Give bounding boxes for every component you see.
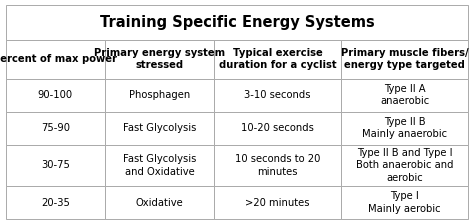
Bar	[341, 40, 468, 79]
Text: Fast Glycolysis
and Oxidative: Fast Glycolysis and Oxidative	[123, 154, 196, 177]
Text: Training Specific Energy Systems: Training Specific Energy Systems	[100, 15, 374, 30]
Bar	[341, 186, 468, 219]
Text: 3-10 seconds: 3-10 seconds	[244, 90, 311, 100]
Bar	[214, 40, 341, 79]
Bar	[105, 79, 214, 112]
Bar	[6, 79, 105, 112]
Bar	[214, 145, 341, 186]
Bar	[214, 79, 341, 112]
Text: >20 minutes: >20 minutes	[245, 198, 310, 208]
Text: Typical exercise
duration for a cyclist: Typical exercise duration for a cyclist	[219, 48, 336, 70]
Bar	[341, 112, 468, 145]
Bar	[6, 186, 105, 219]
Text: Fast Glycolysis: Fast Glycolysis	[123, 123, 196, 133]
Bar	[341, 79, 468, 112]
Bar	[105, 112, 214, 145]
Text: Primary muscle fibers/
energy type targeted: Primary muscle fibers/ energy type targe…	[341, 48, 468, 70]
Text: 90-100: 90-100	[38, 90, 73, 100]
Text: 75-90: 75-90	[41, 123, 70, 133]
Text: 10 seconds to 20
minutes: 10 seconds to 20 minutes	[235, 154, 320, 177]
Bar	[6, 112, 105, 145]
Bar	[105, 186, 214, 219]
Bar	[6, 40, 105, 79]
Text: Primary energy system
stressed: Primary energy system stressed	[94, 48, 225, 70]
Text: 30-75: 30-75	[41, 160, 70, 170]
Text: 10-20 seconds: 10-20 seconds	[241, 123, 314, 133]
Text: Type II B and Type I
Both anaerobic and
aerobic: Type II B and Type I Both anaerobic and …	[356, 148, 454, 183]
Bar	[214, 186, 341, 219]
Text: Type II A
anaerobic: Type II A anaerobic	[380, 84, 429, 106]
Bar	[105, 145, 214, 186]
Text: Phosphagen: Phosphagen	[129, 90, 190, 100]
Text: Type II B
Mainly anaerobic: Type II B Mainly anaerobic	[362, 117, 447, 139]
Bar	[341, 145, 468, 186]
Text: Percent of max power: Percent of max power	[0, 54, 118, 64]
Bar	[6, 145, 105, 186]
Bar	[105, 40, 214, 79]
Bar	[214, 112, 341, 145]
Bar	[6, 5, 468, 40]
Text: 20-35: 20-35	[41, 198, 70, 208]
Text: Type I
Mainly aerobic: Type I Mainly aerobic	[368, 191, 441, 214]
Text: Oxidative: Oxidative	[136, 198, 183, 208]
